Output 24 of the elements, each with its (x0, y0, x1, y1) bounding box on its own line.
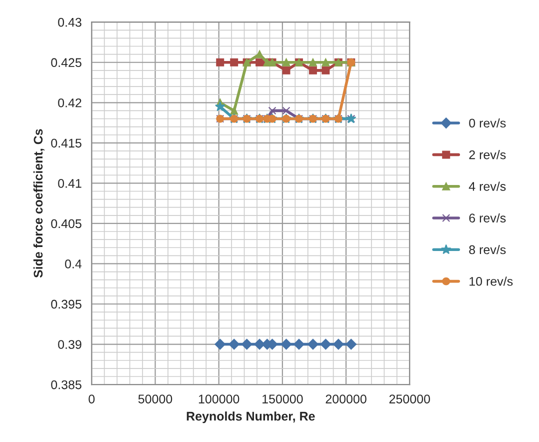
legend-label: 4 rev/s (468, 182, 506, 191)
y-tick-label: 0.4 (65, 260, 82, 268)
y-tick-label: 0.43 (58, 18, 82, 27)
y-tick-label: 0.39 (58, 340, 82, 349)
x-tick-label: 250000 (389, 394, 430, 404)
y-tick-label: 0.385 (51, 380, 82, 390)
x-axis-title: Reynolds Number, Re (186, 411, 315, 424)
legend-label: 2 rev/s (469, 150, 506, 160)
legend-label: 8 rev/s (469, 244, 506, 254)
x-tick-label: 50000 (138, 394, 172, 404)
legend-label: 0 rev/s (469, 118, 506, 128)
y-tick-label: 0.395 (51, 300, 82, 309)
y-tick-label: 0.425 (51, 58, 82, 68)
x-tick-label: 150000 (262, 394, 303, 404)
legend-label: 10 rev/s (470, 276, 513, 286)
x-tick-label: 0 (88, 394, 95, 404)
y-tick-label: 0.42 (58, 98, 82, 108)
y-axis-title: Side force coefficient, Cs (33, 129, 44, 278)
y-tick-label: 0.405 (51, 219, 82, 228)
y-tick-label: 0.415 (51, 138, 82, 148)
y-tick-label: 0.41 (58, 178, 82, 188)
x-tick-label: 100000 (198, 394, 240, 404)
x-tick-label: 200000 (326, 394, 366, 404)
legend-label: 6 rev/s (469, 213, 506, 222)
